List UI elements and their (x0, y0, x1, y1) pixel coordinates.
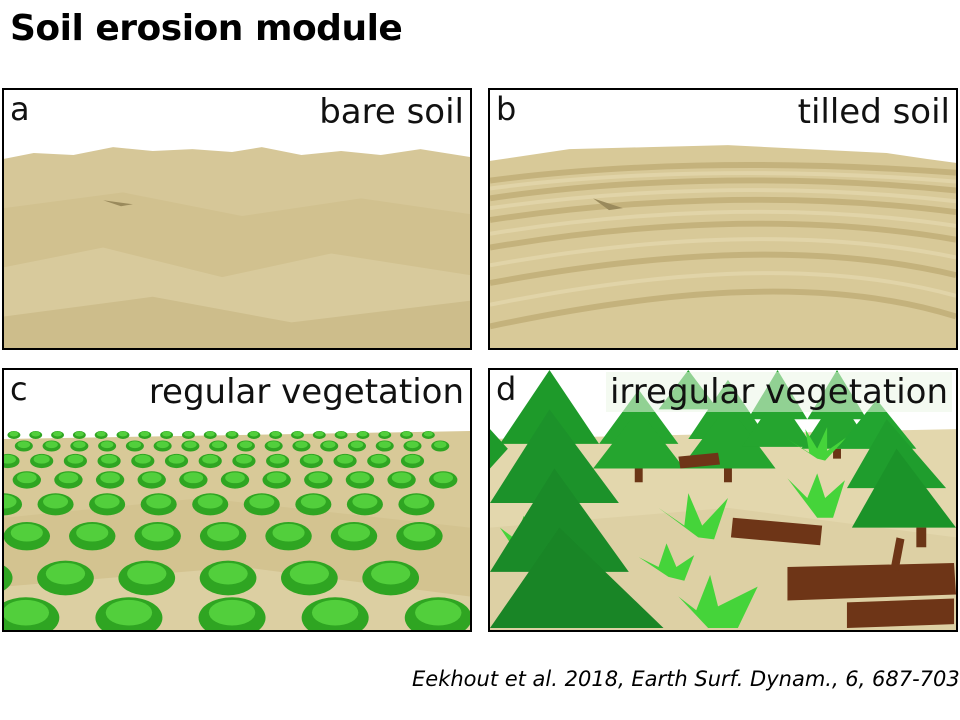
panel-irregular-vegetation: d irregular vegetation (488, 368, 958, 632)
panel-label: bare soil (319, 92, 464, 132)
panel-label: tilled soil (797, 92, 950, 132)
panel-label: irregular vegetation (605, 372, 952, 412)
panel-bare-soil: a bare soil (2, 88, 472, 350)
panel-letter: b (496, 90, 517, 128)
bare-soil-render (4, 90, 470, 348)
panel-letter: d (496, 370, 517, 408)
panel-letter: c (10, 370, 28, 408)
regular-vegetation-render (4, 370, 470, 630)
panel-regular-vegetation: c regular vegetation (2, 368, 472, 632)
citation: Eekhout et al. 2018, Earth Surf. Dynam.,… (412, 667, 960, 691)
panel-label: regular vegetation (148, 372, 464, 412)
panel-letter: a (10, 90, 30, 128)
irregular-vegetation-render (490, 370, 956, 630)
panel-tilled-soil: b tilled soil (488, 88, 958, 350)
tilled-soil-render (490, 90, 956, 348)
slide-title: Soil erosion module (10, 8, 403, 49)
